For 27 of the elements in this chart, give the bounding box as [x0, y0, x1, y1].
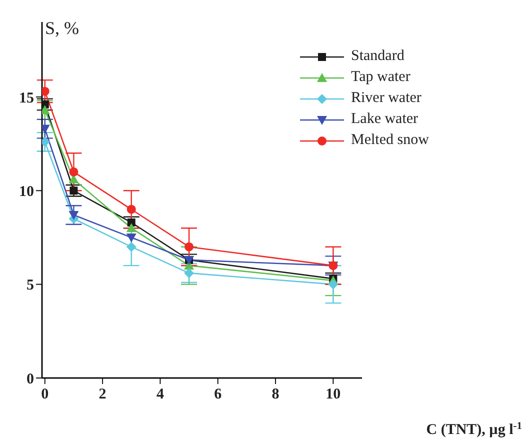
- point: [126, 233, 136, 242]
- x-tick-label: 6: [214, 386, 222, 403]
- legend-label: Lake water: [351, 111, 418, 128]
- point: [70, 186, 78, 195]
- point: [328, 279, 338, 290]
- point: [68, 210, 79, 220]
- point: [126, 204, 136, 214]
- y-axis-title: S, %: [45, 18, 80, 38]
- point: [69, 167, 78, 176]
- y-tick-label: 0: [26, 371, 34, 388]
- y-tick-label: 5: [26, 278, 34, 294]
- point: [184, 268, 194, 278]
- x-tick-label: 0: [41, 386, 49, 403]
- legend-label: Standard: [351, 48, 404, 65]
- legend-label: Tap water: [351, 69, 410, 86]
- point: [126, 242, 136, 252]
- legend-label: Melted snow: [351, 132, 429, 149]
- x-tick-label: 10: [326, 386, 341, 403]
- x-axis-title: C (TNT), µg l$^{-1}$: [426, 420, 522, 438]
- legend-label: River water: [351, 90, 422, 107]
- x-tick-label: 8: [272, 386, 280, 403]
- y-tick-label: 10: [19, 184, 34, 200]
- point: [184, 242, 194, 252]
- y-tick-label: 15: [19, 90, 34, 106]
- x-tick-label: 4: [156, 386, 164, 403]
- x-tick-label: 2: [98, 386, 106, 403]
- point: [126, 223, 136, 232]
